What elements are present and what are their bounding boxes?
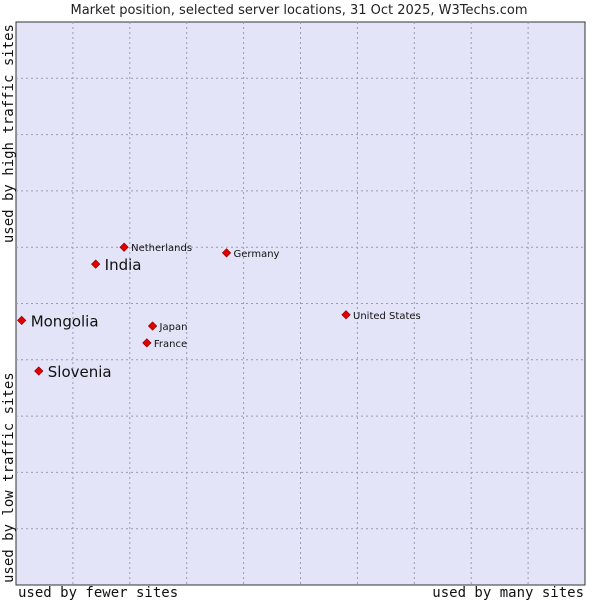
- grid-lines: [16, 22, 585, 585]
- data-points: Netherlands India Germany United States Mong…: [17, 242, 421, 381]
- x-axis-label-right: used by many sites: [432, 585, 584, 600]
- point-label-india: India: [105, 256, 142, 274]
- point-label-germany: Germany: [234, 249, 280, 260]
- point-label-mongolia: Mongolia: [31, 312, 99, 330]
- point-marker-france: [142, 338, 152, 348]
- point-label-netherlands: Netherlands: [131, 243, 192, 254]
- point-label-united-states: United States: [353, 311, 421, 322]
- point-label-slovenia: Slovenia: [48, 363, 112, 381]
- point-label-france: France: [154, 339, 187, 350]
- x-axis-label-left: used by fewer sites: [18, 585, 178, 600]
- point-marker-mongolia: [17, 315, 27, 326]
- point-marker-netherlands: [119, 242, 129, 252]
- chart-title: Market position, selected server locatio…: [70, 3, 527, 18]
- point-marker-germany: [221, 248, 232, 258]
- y-axis-label-top: used by high traffic sites: [1, 24, 17, 243]
- point-marker-slovenia: [34, 366, 44, 376]
- point-marker-united-states: [341, 310, 351, 320]
- point-marker-japan: [147, 321, 158, 331]
- y-axis-label-bottom: used by low traffic sites: [1, 372, 17, 583]
- point-marker-india: [91, 259, 101, 269]
- point-label-japan: Japan: [159, 322, 188, 333]
